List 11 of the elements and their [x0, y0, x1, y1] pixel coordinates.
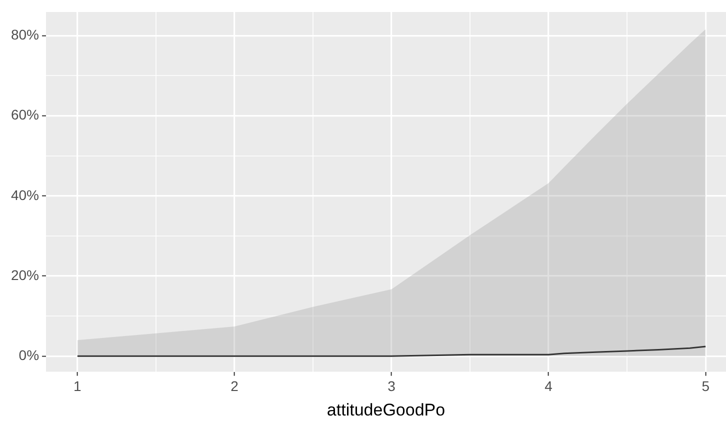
- x-tick-label: 3: [388, 378, 396, 394]
- x-tick-label: 4: [544, 378, 553, 394]
- x-tick-label: 5: [702, 378, 710, 394]
- x-axis-title: attitudeGoodPo: [326, 400, 446, 420]
- y-tick-label: 60%: [10, 106, 40, 123]
- y-tick-label: 40%: [10, 186, 40, 203]
- x-tick-label: 2: [230, 378, 239, 394]
- x-tick-label: 1: [74, 378, 82, 394]
- y-tick-label: 20%: [10, 266, 40, 283]
- y-tick-label: 80%: [10, 26, 40, 42]
- y-tick-label: 0%: [18, 347, 40, 364]
